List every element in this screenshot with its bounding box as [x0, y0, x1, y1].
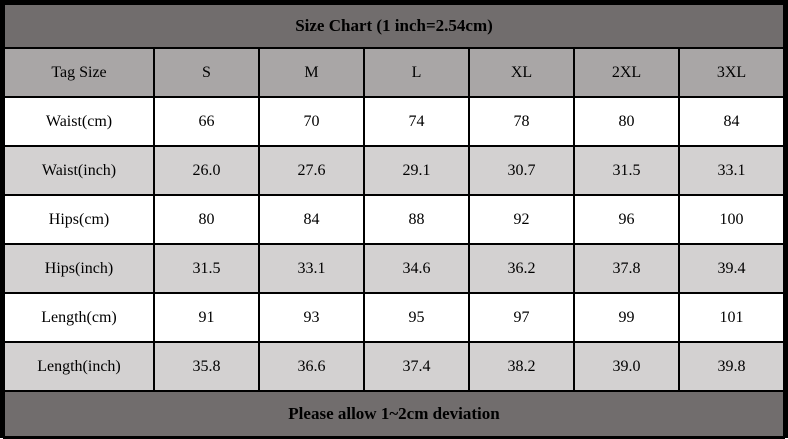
- row-label: Hips(cm): [3, 194, 155, 245]
- table-cell: 92: [468, 194, 575, 245]
- table-cell: 70: [258, 96, 365, 147]
- table-cell: 78: [468, 96, 575, 147]
- table-cell: 36.6: [258, 341, 365, 392]
- table-cell: 27.6: [258, 145, 365, 196]
- table-cell: 36.2: [468, 243, 575, 294]
- table-cell: 35.8: [153, 341, 260, 392]
- header-size-3xl: 3XL: [678, 47, 785, 98]
- table-cell: 84: [258, 194, 365, 245]
- table-cell: 34.6: [363, 243, 470, 294]
- header-size-s: S: [153, 47, 260, 98]
- header-size-m: M: [258, 47, 365, 98]
- header-tag-size: Tag Size: [3, 47, 155, 98]
- size-chart-table: Size Chart (1 inch=2.54cm) Tag Size S M …: [3, 3, 785, 438]
- table-cell: 99: [573, 292, 680, 343]
- table-title: Size Chart (1 inch=2.54cm): [3, 3, 785, 49]
- table-cell: 66: [153, 96, 260, 147]
- table-row-length-cm: Length(cm) 91 93 95 97 99 101: [3, 292, 785, 343]
- table-cell: 91: [153, 292, 260, 343]
- row-label: Waist(inch): [3, 145, 155, 196]
- table-cell: 80: [573, 96, 680, 147]
- table-cell: 33.1: [678, 145, 785, 196]
- table-cell: 33.1: [258, 243, 365, 294]
- table-cell: 95: [363, 292, 470, 343]
- table-header-row: Tag Size S M L XL 2XL 3XL: [3, 47, 785, 98]
- table-title-row: Size Chart (1 inch=2.54cm): [3, 3, 785, 49]
- table-cell: 26.0: [153, 145, 260, 196]
- table-cell: 93: [258, 292, 365, 343]
- header-size-xl: XL: [468, 47, 575, 98]
- table-cell: 38.2: [468, 341, 575, 392]
- table-row-length-inch: Length(inch) 35.8 36.6 37.4 38.2 39.0 39…: [3, 341, 785, 392]
- table-cell: 88: [363, 194, 470, 245]
- table-cell: 80: [153, 194, 260, 245]
- table-cell: 30.7: [468, 145, 575, 196]
- table-cell: 74: [363, 96, 470, 147]
- header-size-2xl: 2XL: [573, 47, 680, 98]
- table-cell: 31.5: [573, 145, 680, 196]
- table-row-hips-cm: Hips(cm) 80 84 88 92 96 100: [3, 194, 785, 245]
- table-row-waist-inch: Waist(inch) 26.0 27.6 29.1 30.7 31.5 33.…: [3, 145, 785, 196]
- table-cell: 84: [678, 96, 785, 147]
- table-cell: 29.1: [363, 145, 470, 196]
- table-row-waist-cm: Waist(cm) 66 70 74 78 80 84: [3, 96, 785, 147]
- table-cell: 31.5: [153, 243, 260, 294]
- table-cell: 39.8: [678, 341, 785, 392]
- header-size-l: L: [363, 47, 470, 98]
- table-row-hips-inch: Hips(inch) 31.5 33.1 34.6 36.2 37.8 39.4: [3, 243, 785, 294]
- row-label: Length(inch): [3, 341, 155, 392]
- table-cell: 37.4: [363, 341, 470, 392]
- table-cell: 100: [678, 194, 785, 245]
- table-cell: 37.8: [573, 243, 680, 294]
- table-cell: 96: [573, 194, 680, 245]
- table-cell: 97: [468, 292, 575, 343]
- table-cell: 39.4: [678, 243, 785, 294]
- table-cell: 39.0: [573, 341, 680, 392]
- table-cell: 101: [678, 292, 785, 343]
- row-label: Length(cm): [3, 292, 155, 343]
- deviation-note: Please allow 1~2cm deviation: [3, 390, 785, 438]
- table-footer-row: Please allow 1~2cm deviation: [3, 390, 785, 438]
- row-label: Waist(cm): [3, 96, 155, 147]
- row-label: Hips(inch): [3, 243, 155, 294]
